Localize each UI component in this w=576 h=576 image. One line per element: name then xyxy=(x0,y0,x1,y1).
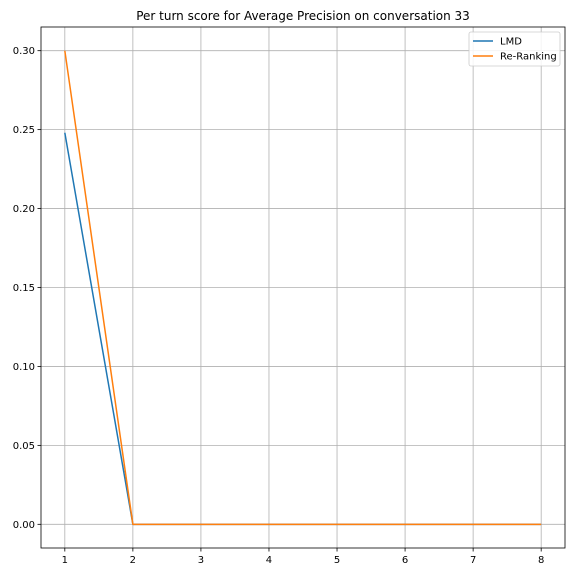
x-tick-label: 3 xyxy=(198,555,204,566)
x-tick-label: 6 xyxy=(402,555,408,566)
legend-label: Re-Ranking xyxy=(500,52,557,63)
chart-title: Per turn score for Average Precision on … xyxy=(136,9,470,23)
x-tick-label: 4 xyxy=(266,555,272,566)
x-tick-label: 8 xyxy=(538,555,544,566)
x-tick-label: 5 xyxy=(334,555,340,566)
y-tick-label: 0.15 xyxy=(13,283,35,294)
x-tick-label: 7 xyxy=(470,555,476,566)
legend: LMD Re-Ranking xyxy=(468,31,561,67)
x-tick-label: 1 xyxy=(62,555,68,566)
series-line-lmd xyxy=(64,132,542,526)
grid xyxy=(41,27,565,548)
legend-label: LMD xyxy=(500,37,522,48)
y-tick-label: 0.25 xyxy=(13,125,35,136)
x-tick-label: 2 xyxy=(130,555,136,566)
series-line-re-ranking xyxy=(64,50,542,526)
y-axis: 0.00 0.05 0.10 0.15 0.20 0.25 0.30 xyxy=(13,46,41,531)
x-axis: 1 2 3 4 5 6 7 8 xyxy=(62,548,544,566)
y-tick-label: 0.30 xyxy=(13,46,35,57)
y-tick-label: 0.00 xyxy=(13,520,35,531)
y-tick-label: 0.05 xyxy=(13,441,35,452)
y-tick-label: 0.20 xyxy=(13,204,35,215)
series-layer xyxy=(64,50,542,526)
y-tick-label: 0.10 xyxy=(13,362,35,373)
